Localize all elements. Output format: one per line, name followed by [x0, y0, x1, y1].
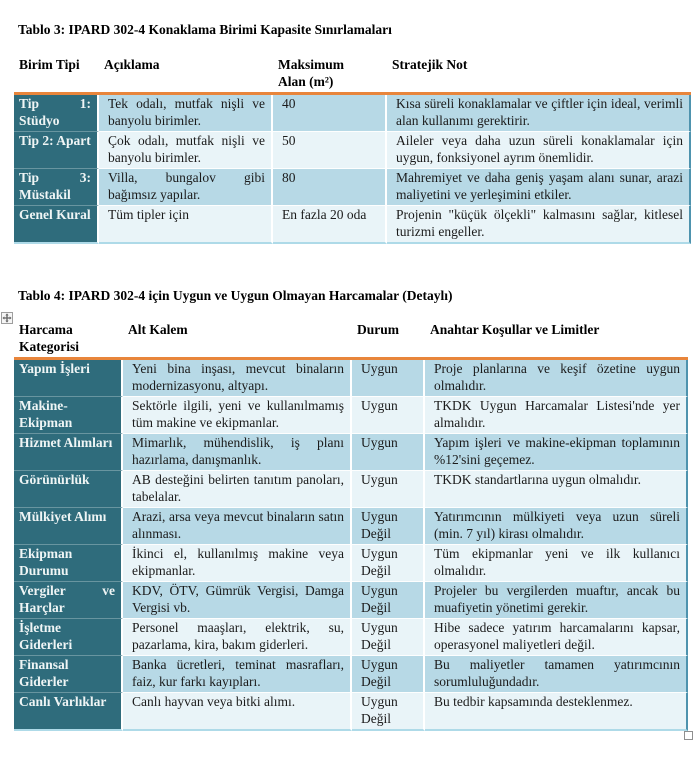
sub-item-cell: İkinci el, kullanılmış makine veya ekipm…: [123, 545, 352, 582]
table-row: Canlı Varlıklar Canlı hayvan veya bitki a…: [14, 693, 688, 731]
table-resize-handle[interactable]: [684, 731, 693, 740]
unit-type-cell: Tip 2: Apart: [14, 132, 99, 169]
table-row: Makine-Ekipman Sektörle ilgili, yeni ve k…: [14, 397, 688, 434]
status-cell: Uygun Değil: [352, 508, 425, 545]
status-cell: Uygun Değil: [352, 656, 425, 693]
table-row: Hizmet Alımları Mimarlık, mühendislik, iş…: [14, 434, 688, 471]
sub-item-cell: AB desteğini belirten tanıtım panoları, …: [123, 471, 352, 508]
table-row: İşletme Giderleri Personel maaşları, elek…: [14, 619, 688, 656]
header-harcama-kategorisi: Harcama Kategorisi: [14, 321, 123, 360]
sub-item-cell: KDV, ÖTV, Gümrük Vergisi, Damga Vergisi …: [123, 582, 352, 619]
table3-header-row: Birim Tipi Açıklama Maksimum Alan (m²) S…: [14, 56, 691, 95]
conditions-cell: Bu maliyetler tamamen yatırımcının sorum…: [425, 656, 688, 693]
table-row: Genel Kural Tüm tipler için En fazla 20 od…: [14, 206, 691, 244]
table-row: Tip 1: Stüdyo Tek odalı, mutfak nişli ve …: [14, 95, 691, 132]
status-cell: Uygun: [352, 397, 425, 434]
expense-category-cell: İşletme Giderleri: [14, 619, 123, 656]
conditions-cell: Projeler bu vergilerden muaftır, ancak b…: [425, 582, 688, 619]
table3-body: Tip 1: Stüdyo Tek odalı, mutfak nişli ve …: [14, 95, 691, 244]
table-row: Ekipman Durumu İkinci el, kullanılmış mak…: [14, 545, 688, 582]
table-row: Mülkiyet Alımı Arazi, arsa veya mevcut bi…: [14, 508, 688, 545]
sub-item-cell: Banka ücretleri, teminat masrafları, fai…: [123, 656, 352, 693]
conditions-cell: Yapım işleri ve makine-ekipman toplamını…: [425, 434, 688, 471]
header-alt-kalem: Alt Kalem: [123, 321, 352, 360]
conditions-cell: Yatırımcının mülkiyeti veya uzun süreli …: [425, 508, 688, 545]
expense-category-cell: Vergiler ve Harçlar: [14, 582, 123, 619]
description-cell: Villa, bungalov gibi bağımsız yapılar.: [99, 169, 273, 206]
max-area-cell: En fazla 20 oda: [273, 206, 387, 244]
strategic-note-cell: Kısa süreli konaklamalar ve çiftler için…: [387, 95, 691, 132]
header-anahtar-kosullar: Anahtar Koşullar ve Limitler: [425, 321, 688, 360]
status-cell: Uygun: [352, 434, 425, 471]
status-cell: Uygun: [352, 360, 425, 397]
four-way-arrow-icon: [2, 313, 12, 323]
sub-item-cell: Mimarlık, mühendislik, iş planı hazırlam…: [123, 434, 352, 471]
conditions-cell: Hibe sadece yatırım harcamalarını kapsar…: [425, 619, 688, 656]
expense-category-cell: Makine-Ekipman: [14, 397, 123, 434]
unit-type-cell: Tip 3: Müstakil: [14, 169, 99, 206]
header-stratejik-not: Stratejik Not: [387, 56, 691, 95]
expense-category-cell: Finansal Giderler: [14, 656, 123, 693]
sub-item-cell: Personel maaşları, elektrik, su, pazarla…: [123, 619, 352, 656]
table-row: Finansal Giderler Banka ücretleri, temina…: [14, 656, 688, 693]
eligible-expenses-table: Harcama Kategorisi Alt Kalem Durum Anaht…: [14, 321, 688, 731]
expense-category-cell: Ekipman Durumu: [14, 545, 123, 582]
sub-item-cell: Arazi, arsa veya mevcut binaların satın …: [123, 508, 352, 545]
description-cell: Tüm tipler için: [99, 206, 273, 244]
table-move-handle-icon[interactable]: [1, 312, 13, 324]
header-maksimum-alan: Maksimum Alan (m²): [273, 56, 387, 95]
status-cell: Uygun Değil: [352, 619, 425, 656]
expense-category-cell: Görünürlük: [14, 471, 123, 508]
unit-type-cell: Tip 1: Stüdyo: [14, 95, 99, 132]
table-row: Vergiler ve Harçlar KDV, ÖTV, Gümrük Verg…: [14, 582, 688, 619]
status-cell: Uygun Değil: [352, 693, 425, 731]
document-page: Tablo 3: IPARD 302-4 Konaklama Birimi Ka…: [14, 22, 691, 731]
table3-title: Tablo 3: IPARD 302-4 Konaklama Birimi Ka…: [18, 22, 392, 37]
sub-item-cell: Canlı hayvan veya bitki alımı.: [123, 693, 352, 731]
table-row: Yapım İşleri Yeni bina inşası, mevcut bin…: [14, 360, 688, 397]
header-birim-tipi: Birim Tipi: [14, 56, 99, 95]
table4-body: Yapım İşleri Yeni bina inşası, mevcut bin…: [14, 360, 688, 731]
description-cell: Tek odalı, mutfak nişli ve banyolu birim…: [99, 95, 273, 132]
table-row: Görünürlük AB desteğini belirten tanıtım …: [14, 471, 688, 508]
max-area-cell: 40: [273, 95, 387, 132]
expense-category-cell: Mülkiyet Alımı: [14, 508, 123, 545]
description-cell: Çok odalı, mutfak nişli ve banyolu birim…: [99, 132, 273, 169]
unit-type-cell: Genel Kural: [14, 206, 99, 244]
table-row: Tip 3: Müstakil Villa, bungalov gibi bağı…: [14, 169, 691, 206]
sub-item-cell: Yeni bina inşası, mevcut binaların moder…: [123, 360, 352, 397]
strategic-note-cell: Mahremiyet ve daha geniş yaşam alanı sun…: [387, 169, 691, 206]
expense-category-cell: Canlı Varlıklar: [14, 693, 123, 731]
sub-item-cell: Sektörle ilgili, yeni ve kullanılmamış t…: [123, 397, 352, 434]
status-cell: Uygun: [352, 471, 425, 508]
table4-title: Tablo 4: IPARD 302-4 için Uygun ve Uygun…: [18, 288, 453, 303]
header-aciklama: Açıklama: [99, 56, 273, 95]
status-cell: Uygun Değil: [352, 582, 425, 619]
conditions-cell: Tüm ekipmanlar yeni ve ilk kullanıcı olm…: [425, 545, 688, 582]
header-durum: Durum: [352, 321, 425, 360]
max-area-cell: 50: [273, 132, 387, 169]
table4-header-row: Harcama Kategorisi Alt Kalem Durum Anaht…: [14, 321, 688, 360]
conditions-cell: TKDK Uygun Harcamalar Listesi'nde yer al…: [425, 397, 688, 434]
strategic-note-cell: Projenin "küçük ölçekli" kalmasını sağla…: [387, 206, 691, 244]
expense-category-cell: Yapım İşleri: [14, 360, 123, 397]
status-cell: Uygun Değil: [352, 545, 425, 582]
capacity-limits-table: Birim Tipi Açıklama Maksimum Alan (m²) S…: [14, 56, 691, 244]
conditions-cell: Bu tedbir kapsamında desteklenmez.: [425, 693, 688, 731]
table-row: Tip 2: Apart Çok odalı, mutfak nişli ve b…: [14, 132, 691, 169]
max-area-cell: 80: [273, 169, 387, 206]
strategic-note-cell: Aileler veya daha uzun süreli konaklamal…: [387, 132, 691, 169]
expense-category-cell: Hizmet Alımları: [14, 434, 123, 471]
conditions-cell: Proje planlarına ve keşif özetine uygun …: [425, 360, 688, 397]
conditions-cell: TKDK standartlarına uygun olmalıdır.: [425, 471, 688, 508]
